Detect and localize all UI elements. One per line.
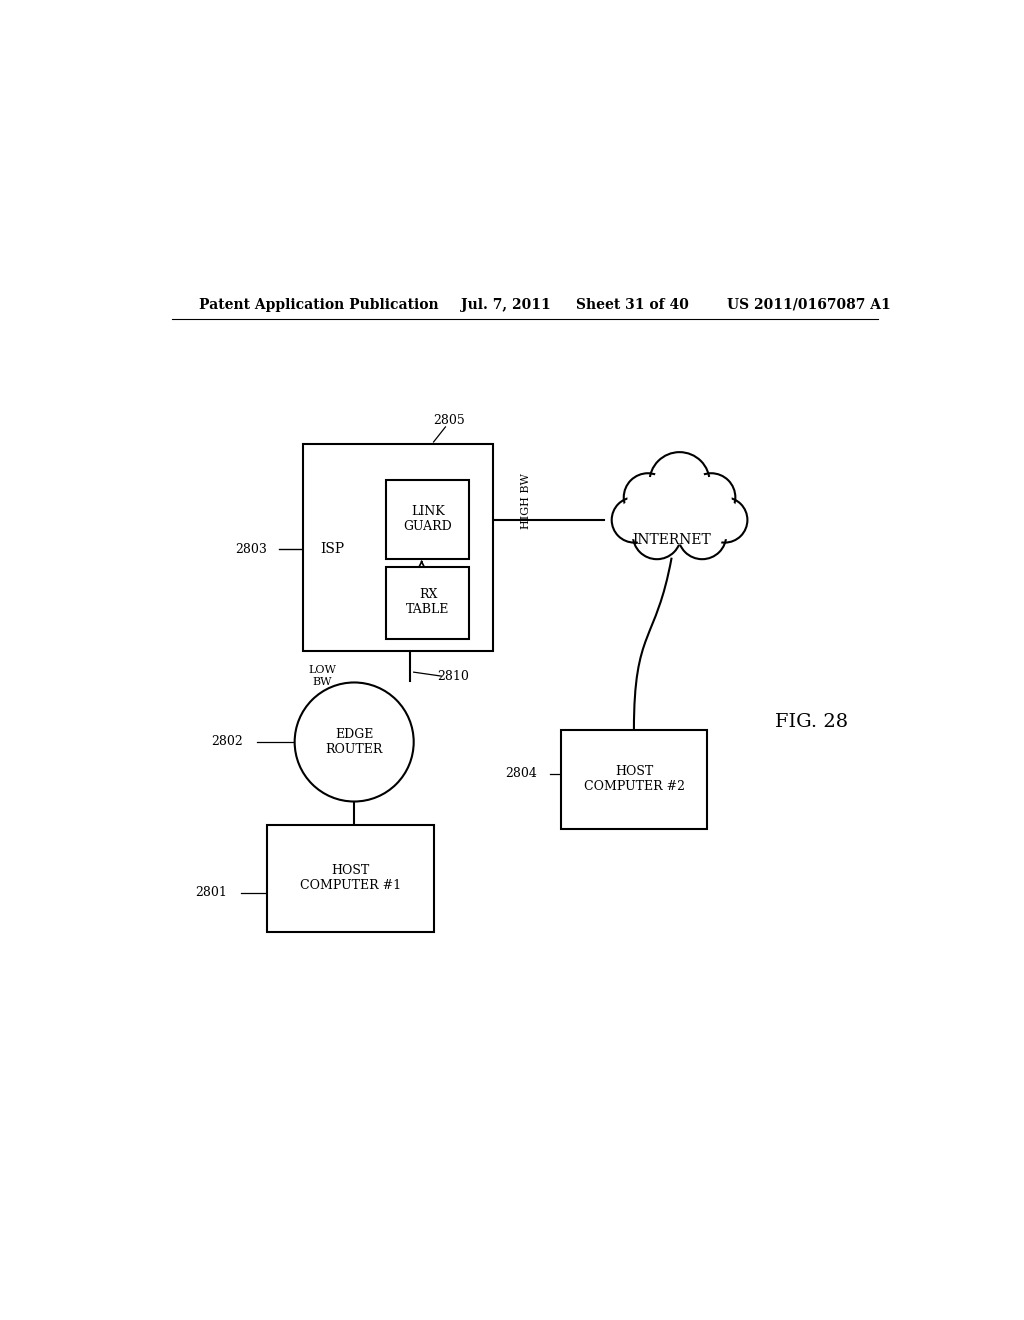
Text: HOST
COMPUTER #1: HOST COMPUTER #1	[300, 865, 400, 892]
Circle shape	[624, 474, 672, 521]
Text: EDGE
ROUTER: EDGE ROUTER	[326, 729, 383, 756]
Circle shape	[611, 498, 657, 543]
Text: ISP: ISP	[321, 543, 345, 556]
Circle shape	[628, 477, 669, 517]
Text: Sheet 31 of 40: Sheet 31 of 40	[577, 298, 689, 312]
Circle shape	[633, 511, 681, 560]
Circle shape	[637, 515, 678, 556]
Text: Patent Application Publication: Patent Application Publication	[200, 298, 439, 312]
Text: RX
TABLE: RX TABLE	[407, 589, 450, 616]
Circle shape	[702, 498, 748, 543]
Circle shape	[654, 457, 706, 508]
Text: 2803: 2803	[236, 543, 267, 556]
Text: US 2011/0167087 A1: US 2011/0167087 A1	[727, 298, 891, 312]
Circle shape	[706, 500, 744, 539]
Bar	[303, 445, 493, 651]
Text: 2805: 2805	[433, 414, 465, 428]
Text: FIG. 28: FIG. 28	[775, 713, 848, 731]
Bar	[560, 730, 708, 829]
Ellipse shape	[631, 498, 728, 550]
Text: LINK
GUARD: LINK GUARD	[403, 506, 453, 533]
Circle shape	[682, 515, 723, 556]
Text: 2802: 2802	[211, 735, 243, 748]
Circle shape	[678, 511, 726, 560]
Bar	[386, 568, 469, 639]
Text: HOST
COMPUTER #2: HOST COMPUTER #2	[584, 766, 685, 793]
Text: 2804: 2804	[505, 767, 537, 780]
Circle shape	[687, 474, 735, 521]
Text: 2801: 2801	[196, 886, 227, 899]
Circle shape	[691, 477, 732, 517]
Text: HIGH BW: HIGH BW	[521, 474, 531, 529]
Bar	[267, 825, 433, 932]
Ellipse shape	[638, 503, 721, 544]
Text: LOW
BW: LOW BW	[308, 665, 336, 686]
Text: INTERNET: INTERNET	[632, 533, 711, 546]
Circle shape	[295, 682, 414, 801]
Text: Jul. 7, 2011: Jul. 7, 2011	[461, 298, 551, 312]
Circle shape	[649, 453, 710, 512]
Circle shape	[615, 500, 653, 539]
Text: 2810: 2810	[437, 669, 469, 682]
Bar	[386, 480, 469, 560]
